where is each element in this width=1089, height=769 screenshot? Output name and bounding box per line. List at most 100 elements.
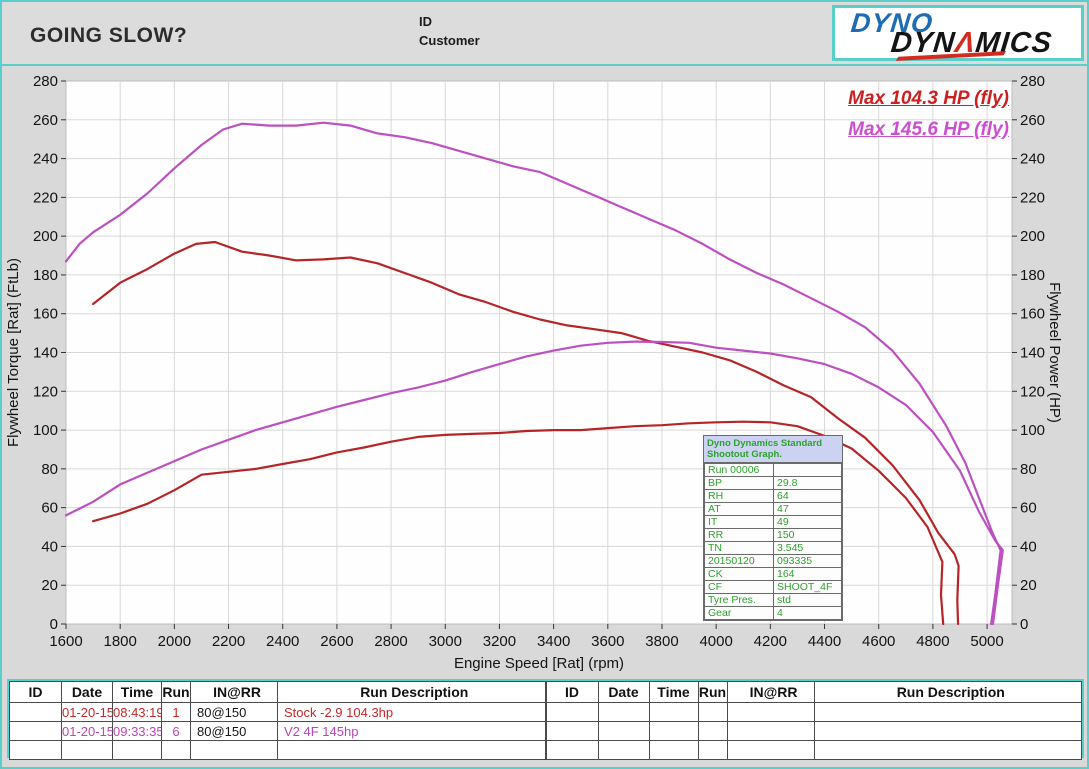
svg-text:Flywheel Torque [Rat] (FtLb): Flywheel Torque [Rat] (FtLb) bbox=[5, 258, 22, 447]
info-value: 150 bbox=[773, 528, 842, 542]
svg-text:2000: 2000 bbox=[158, 633, 191, 650]
cell-date[interactable] bbox=[61, 740, 113, 760]
cell-date[interactable] bbox=[597, 702, 650, 722]
cell-id[interactable] bbox=[545, 702, 599, 722]
info-value: 49 bbox=[773, 515, 842, 529]
run-table-header-row: ID Date Time Run IN@RR Run Description bbox=[9, 681, 546, 703]
svg-text:1600: 1600 bbox=[49, 633, 82, 650]
cell-id[interactable] bbox=[9, 702, 62, 722]
svg-text:2200: 2200 bbox=[212, 633, 245, 650]
cell-desc[interactable]: Stock -2.9 104.3hp bbox=[277, 702, 546, 722]
info-label: 20150120 bbox=[704, 554, 774, 568]
svg-text:220: 220 bbox=[33, 189, 58, 206]
cell-run[interactable]: 1 bbox=[161, 702, 191, 722]
info-label: RH bbox=[704, 489, 774, 503]
customer-label: Customer bbox=[419, 33, 480, 48]
info-row: TN 3.545 bbox=[704, 541, 842, 555]
cell-id[interactable] bbox=[545, 740, 599, 760]
info-row: Tyre Pres. std bbox=[704, 593, 842, 607]
chart-area: 1600 1800 2000 2200 2400 2600 2800 3000 3200 3400… bbox=[2, 64, 1087, 678]
cell-id[interactable] bbox=[545, 721, 599, 741]
cell-run[interactable] bbox=[697, 702, 728, 722]
run-row[interactable]: 01-20-15 09:33:35 6 80@150 V2 4F 145hp bbox=[9, 721, 546, 741]
cell-run[interactable] bbox=[697, 721, 728, 741]
svg-text:200: 200 bbox=[1020, 228, 1045, 245]
info-value: SHOOT_4F bbox=[773, 580, 842, 594]
header-bar: GOING SLOW? ID Customer DYNO DYNΛMICS bbox=[2, 2, 1087, 64]
column-header-in-rr: IN@RR bbox=[190, 681, 278, 703]
info-value: 4 bbox=[773, 606, 842, 620]
cell-date[interactable] bbox=[597, 721, 650, 741]
svg-text:60: 60 bbox=[1020, 500, 1037, 517]
svg-text:40: 40 bbox=[1020, 538, 1037, 555]
svg-text:40: 40 bbox=[41, 538, 58, 555]
svg-text:140: 140 bbox=[1020, 345, 1045, 362]
cell-in-rr[interactable] bbox=[726, 740, 815, 760]
info-label: RR bbox=[704, 528, 774, 542]
info-value: 3.545 bbox=[773, 541, 842, 555]
cell-date[interactable]: 01-20-15 bbox=[61, 721, 113, 741]
cell-desc[interactable] bbox=[277, 740, 546, 760]
svg-text:220: 220 bbox=[1020, 189, 1045, 206]
cell-id[interactable] bbox=[9, 721, 62, 741]
cell-run[interactable] bbox=[697, 740, 728, 760]
cell-run[interactable] bbox=[161, 740, 191, 760]
cell-in-rr[interactable]: 80@150 bbox=[190, 702, 278, 722]
run-table-right: ID Date Time Run IN@RR Run Description bbox=[545, 681, 1082, 760]
info-label: Gear bbox=[704, 606, 774, 620]
run-row[interactable] bbox=[9, 740, 546, 760]
info-row: AT 47 bbox=[704, 502, 842, 516]
svg-text:80: 80 bbox=[1020, 461, 1037, 478]
svg-text:20: 20 bbox=[1020, 577, 1037, 594]
run-row[interactable] bbox=[545, 702, 1082, 722]
cell-desc[interactable] bbox=[813, 740, 1082, 760]
info-row: IT 49 bbox=[704, 515, 842, 529]
column-header-run: Run bbox=[697, 681, 728, 703]
info-label: CK bbox=[704, 567, 774, 581]
svg-text:Flywheel Power (HP): Flywheel Power (HP) bbox=[1046, 282, 1063, 423]
cell-in-rr[interactable]: 80@150 bbox=[190, 721, 278, 741]
dyno-chart: 1600 1800 2000 2200 2400 2600 2800 3000 3200 3400… bbox=[5, 73, 1063, 672]
run-row[interactable] bbox=[545, 721, 1082, 741]
svg-text:180: 180 bbox=[1020, 267, 1045, 284]
info-box-table: Run 00006 BP 29.8 RH 64 AT 47 IT 49 RR 150 TN 3.545 2… bbox=[704, 463, 842, 620]
max-power-annotation-run1: Max 104.3 HP (fly) bbox=[848, 88, 1009, 109]
svg-text:3800: 3800 bbox=[645, 633, 678, 650]
cell-date[interactable]: 01-20-15 bbox=[61, 702, 113, 722]
svg-text:240: 240 bbox=[1020, 151, 1045, 168]
cell-in-rr[interactable] bbox=[726, 702, 815, 722]
cell-time[interactable]: 09:33:35 bbox=[112, 721, 162, 741]
info-box-title: Dyno Dynamics Standard Shootout Graph. bbox=[704, 436, 842, 463]
cell-in-rr[interactable] bbox=[190, 740, 278, 760]
run-table-left: ID Date Time Run IN@RR Run Description 01-20-1… bbox=[9, 681, 546, 760]
svg-text:60: 60 bbox=[41, 500, 58, 517]
page-title: GOING SLOW? bbox=[30, 24, 188, 47]
svg-text:80: 80 bbox=[41, 461, 58, 478]
cell-id[interactable] bbox=[9, 740, 62, 760]
run-row[interactable]: 01-20-15 08:43:19 1 80@150 Stock -2.9 104.3h… bbox=[9, 702, 546, 722]
svg-text:4000: 4000 bbox=[699, 633, 732, 650]
info-row: RR 150 bbox=[704, 528, 842, 542]
svg-text:240: 240 bbox=[33, 151, 58, 168]
cell-time[interactable] bbox=[648, 721, 699, 741]
cell-in-rr[interactable] bbox=[726, 721, 815, 741]
cell-date[interactable] bbox=[597, 740, 650, 760]
cell-time[interactable] bbox=[648, 702, 699, 722]
cell-time[interactable]: 08:43:19 bbox=[112, 702, 162, 722]
info-row: RH 64 bbox=[704, 489, 842, 503]
info-value: 164 bbox=[773, 567, 842, 581]
info-label: TN bbox=[704, 541, 774, 555]
cell-desc[interactable] bbox=[813, 702, 1082, 722]
column-header-time: Time bbox=[648, 681, 699, 703]
svg-text:200: 200 bbox=[33, 228, 58, 245]
svg-text:20: 20 bbox=[41, 577, 58, 594]
run-row[interactable] bbox=[545, 740, 1082, 760]
cell-time[interactable] bbox=[112, 740, 162, 760]
cell-time[interactable] bbox=[648, 740, 699, 760]
cell-run[interactable]: 6 bbox=[161, 721, 191, 741]
cell-desc[interactable]: V2 4F 145hp bbox=[277, 721, 546, 741]
info-row: BP 29.8 bbox=[704, 476, 842, 490]
cell-desc[interactable] bbox=[813, 721, 1082, 741]
info-label: Run 00006 bbox=[704, 463, 774, 477]
